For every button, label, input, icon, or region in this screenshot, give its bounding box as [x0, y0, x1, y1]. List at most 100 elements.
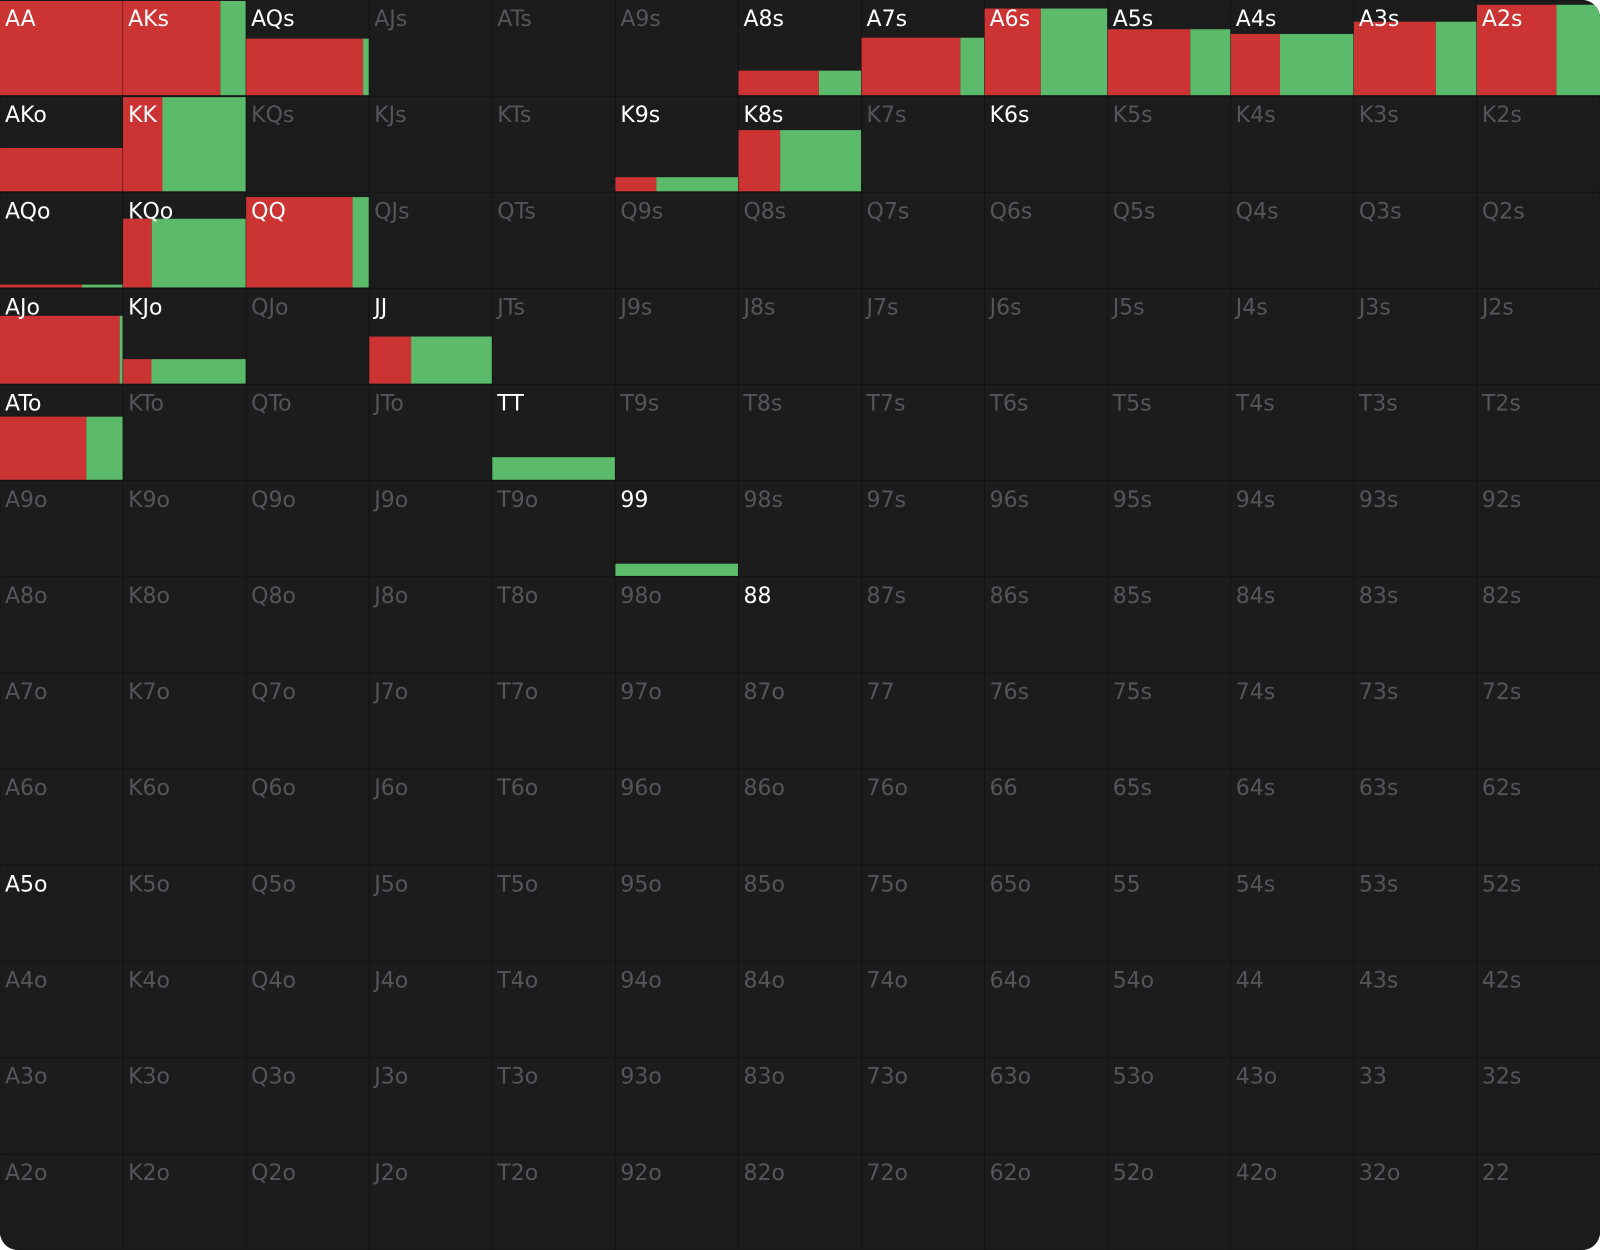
cell[interactable]	[737, 191, 863, 289]
cell[interactable]	[1230, 480, 1355, 578]
cell[interactable]	[1476, 480, 1600, 578]
cell[interactable]	[1107, 384, 1232, 482]
cell[interactable]	[614, 576, 739, 674]
cell[interactable]	[1353, 672, 1478, 770]
cell[interactable]	[245, 768, 370, 866]
cell[interactable]	[1230, 191, 1355, 289]
cell[interactable]	[737, 384, 863, 482]
cell[interactable]	[245, 1153, 370, 1250]
cell[interactable]	[614, 1057, 739, 1155]
cell[interactable]	[122, 864, 247, 963]
cell[interactable]	[491, 480, 616, 578]
cell[interactable]	[984, 864, 1109, 963]
cell[interactable]	[368, 1057, 493, 1155]
cell[interactable]	[614, 672, 739, 770]
cell[interactable]	[861, 1057, 986, 1155]
cell[interactable]	[368, 576, 493, 674]
cell[interactable]	[1476, 287, 1600, 386]
cell[interactable]	[0, 672, 124, 770]
cell[interactable]	[614, 95, 739, 193]
cell[interactable]	[1353, 191, 1478, 289]
cell[interactable]	[1230, 384, 1355, 482]
cell[interactable]	[984, 1153, 1109, 1250]
cell[interactable]	[245, 864, 370, 963]
cell[interactable]	[737, 480, 863, 578]
cell[interactable]	[1230, 961, 1355, 1059]
cell[interactable]	[984, 961, 1109, 1059]
cell[interactable]	[0, 768, 124, 866]
cell[interactable]	[122, 1153, 247, 1250]
cell[interactable]	[614, 768, 739, 866]
cell[interactable]	[614, 1153, 739, 1250]
cell[interactable]	[737, 576, 863, 674]
cell[interactable]	[368, 1153, 493, 1250]
cell[interactable]	[122, 768, 247, 866]
cell[interactable]	[984, 768, 1109, 866]
cell[interactable]	[1476, 1153, 1600, 1250]
cell[interactable]	[0, 864, 124, 963]
cell[interactable]	[245, 1057, 370, 1155]
cell[interactable]	[1476, 961, 1600, 1059]
cell[interactable]	[1353, 576, 1478, 674]
cell[interactable]	[614, 191, 739, 289]
cell[interactable]	[984, 95, 1109, 193]
cell[interactable]	[737, 864, 863, 963]
cell[interactable]	[737, 287, 863, 386]
cell[interactable]	[122, 1057, 247, 1155]
cell[interactable]	[1107, 480, 1232, 578]
cell[interactable]	[984, 576, 1109, 674]
cell[interactable]	[245, 384, 370, 482]
cell[interactable]	[984, 384, 1109, 482]
cell[interactable]	[368, 0, 493, 97]
cell[interactable]	[861, 1153, 986, 1250]
cell[interactable]	[491, 961, 616, 1059]
cell[interactable]	[861, 864, 986, 963]
cell[interactable]	[1230, 1057, 1355, 1155]
cell[interactable]	[1107, 95, 1232, 193]
cell[interactable]	[1353, 1057, 1478, 1155]
cell[interactable]	[1353, 1153, 1478, 1250]
cell[interactable]	[1476, 864, 1600, 963]
cell[interactable]	[1107, 191, 1232, 289]
cell[interactable]	[984, 672, 1109, 770]
cell[interactable]	[368, 768, 493, 866]
cell[interactable]	[1353, 95, 1478, 193]
cell[interactable]	[0, 191, 124, 289]
cell[interactable]	[122, 576, 247, 674]
cell[interactable]	[368, 95, 493, 193]
cell[interactable]	[614, 287, 739, 386]
cell[interactable]	[984, 287, 1109, 386]
cell[interactable]	[1353, 768, 1478, 866]
cell[interactable]	[1107, 576, 1232, 674]
cell[interactable]	[491, 672, 616, 770]
cell[interactable]	[0, 576, 124, 674]
cell[interactable]	[737, 1153, 863, 1250]
cell[interactable]	[491, 191, 616, 289]
cell[interactable]	[1107, 1153, 1232, 1250]
cell[interactable]	[245, 576, 370, 674]
cell[interactable]	[368, 191, 493, 289]
cell[interactable]	[1476, 576, 1600, 674]
cell[interactable]	[1476, 768, 1600, 866]
cell[interactable]	[614, 864, 739, 963]
cell[interactable]	[245, 672, 370, 770]
cell[interactable]	[861, 95, 986, 193]
cell[interactable]	[737, 961, 863, 1059]
cell[interactable]	[737, 768, 863, 866]
cell[interactable]	[614, 480, 739, 578]
cell[interactable]	[368, 864, 493, 963]
cell[interactable]	[984, 191, 1109, 289]
cell[interactable]	[614, 384, 739, 482]
cell[interactable]	[122, 961, 247, 1059]
cell[interactable]	[491, 1153, 616, 1250]
cell[interactable]	[1107, 864, 1232, 963]
cell[interactable]	[491, 576, 616, 674]
cell[interactable]	[245, 287, 370, 386]
cell[interactable]	[1107, 672, 1232, 770]
cell[interactable]	[1230, 768, 1355, 866]
cell[interactable]	[984, 1057, 1109, 1155]
cell[interactable]	[368, 480, 493, 578]
cell[interactable]	[1353, 287, 1478, 386]
cell[interactable]	[1107, 287, 1232, 386]
cell[interactable]	[122, 384, 247, 482]
